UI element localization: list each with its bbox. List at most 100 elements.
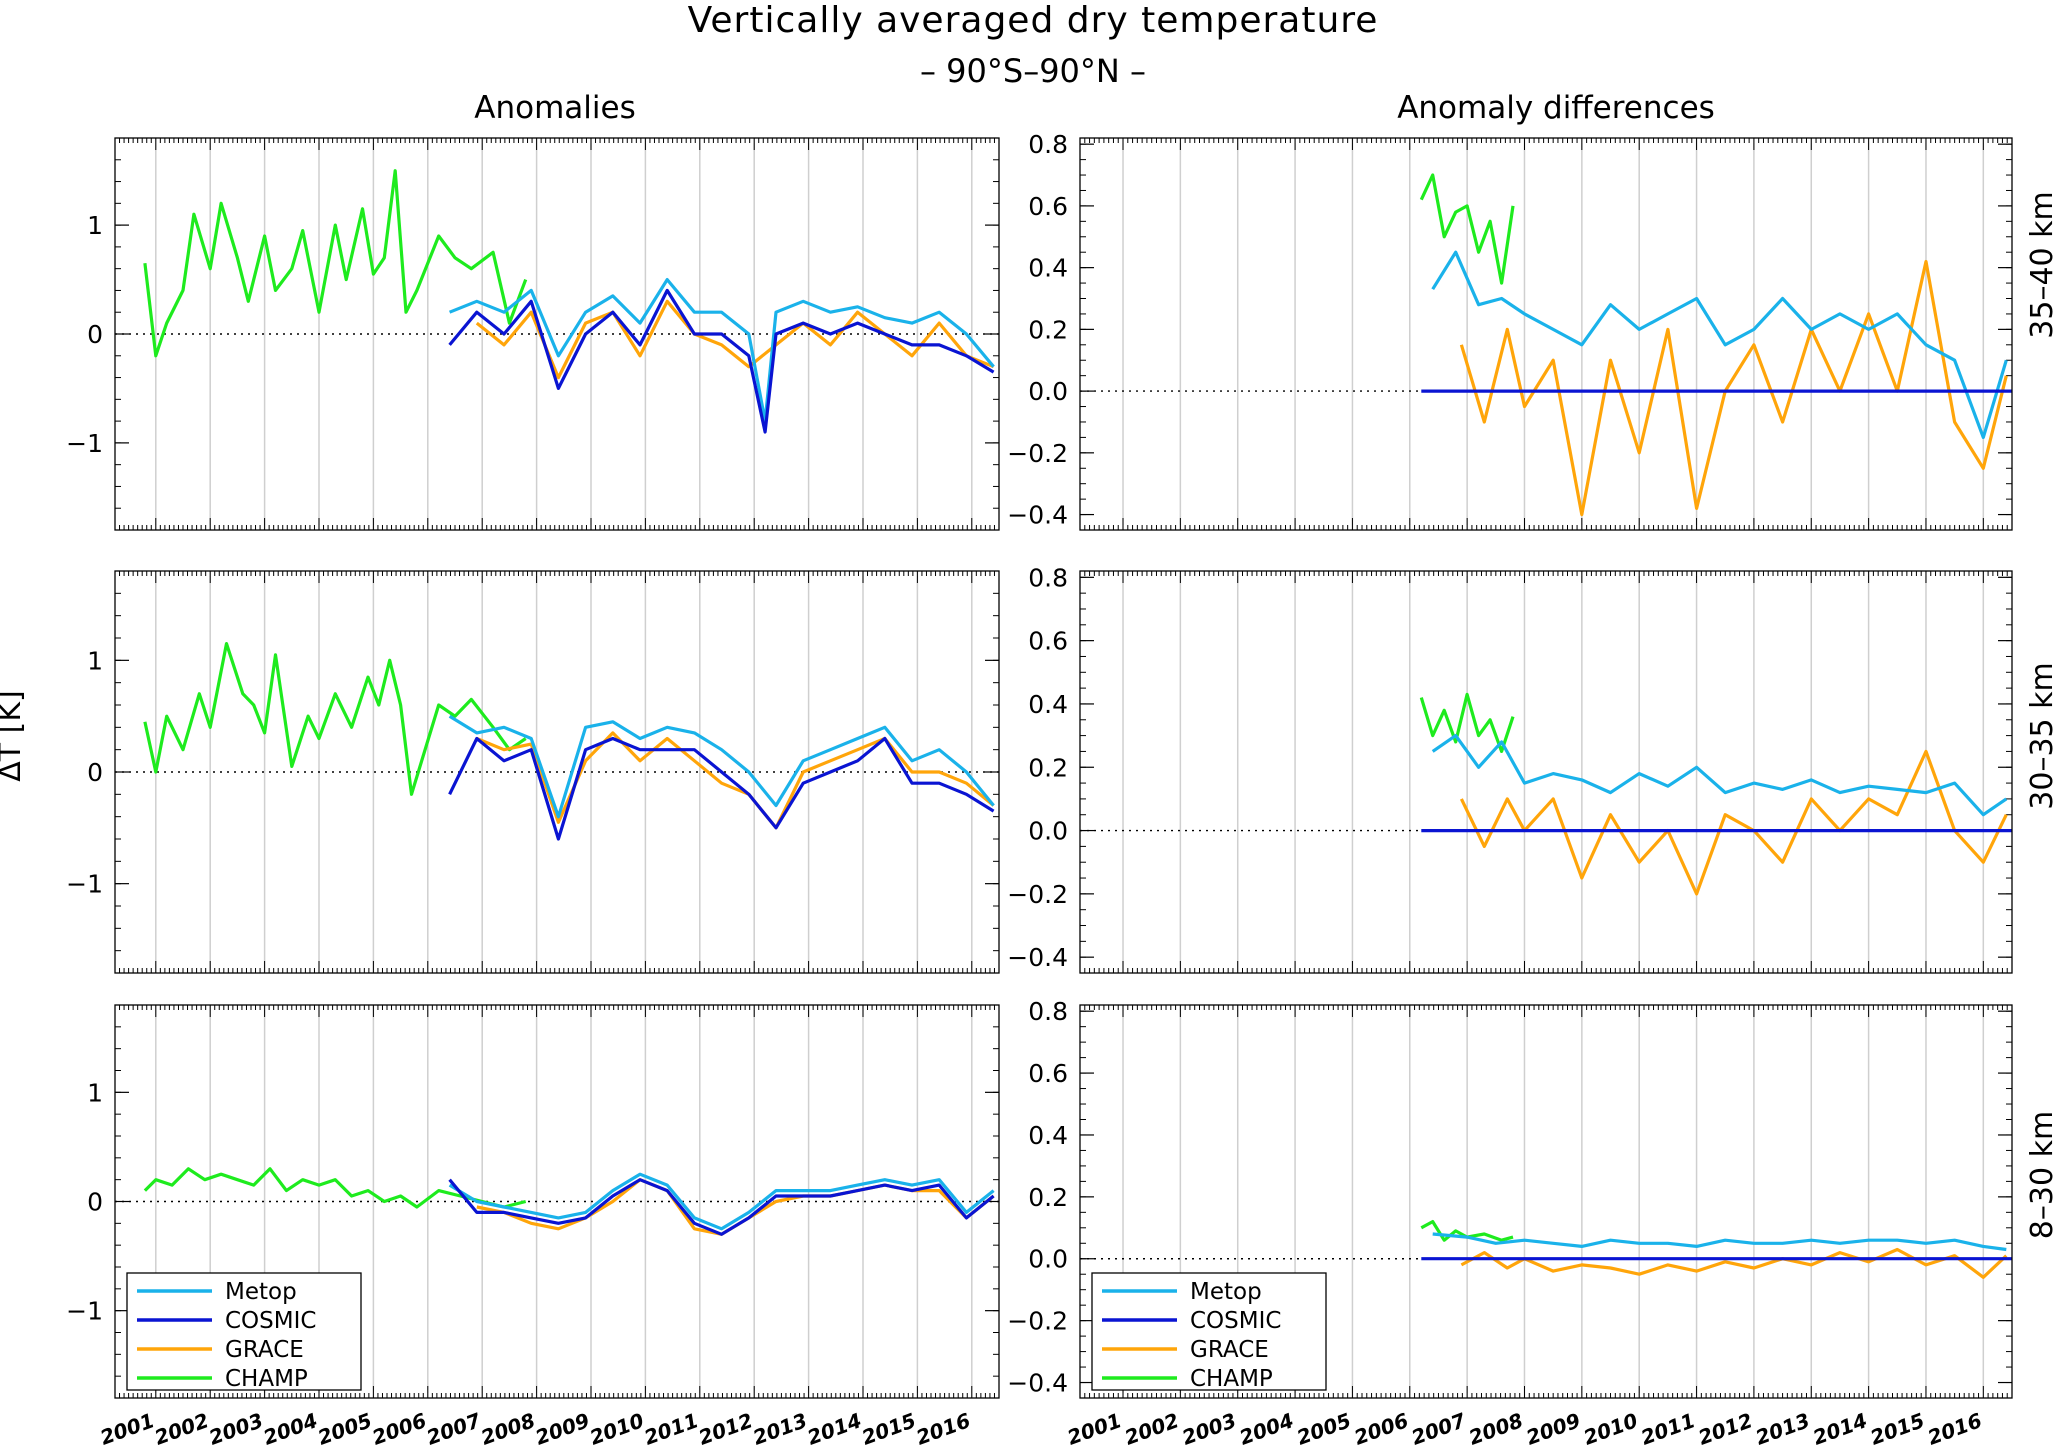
panel-4: −0.4 −0.2 0.0 0.2 0.4 0.6 0.8 <box>1007 563 2013 974</box>
x-tick-label: 2006 <box>1351 1408 1412 1445</box>
y-tick-label: 0 <box>87 758 103 787</box>
y-tick-label: 0.6 <box>1028 1059 1068 1088</box>
panels: −1 0 1 −0.4 −0.2 0.0 0.2 0.4 0.6 0.8 −1 0 1 −0.4 −0.2 0… <box>66 130 2013 1445</box>
y-tick-label: −0.2 <box>1007 439 1068 468</box>
legend-label-metop: Metop <box>225 1279 297 1305</box>
y-tick-label: 0.4 <box>1028 690 1068 719</box>
legend-label-metop: Metop <box>1190 1279 1262 1305</box>
legend-label-grace: GRACE <box>1190 1337 1269 1363</box>
x-tick-label: 2010 <box>1580 1408 1641 1445</box>
x-tick-label: 2008 <box>478 1408 539 1445</box>
x-tick-label: 2004 <box>260 1408 321 1445</box>
series-line-metop <box>1432 1232 2007 1252</box>
panel-5: −1 0 1 200120022003200420052006200720082009… <box>66 1004 1000 1445</box>
x-tick-label: 2014 <box>804 1408 865 1445</box>
x-tick-label: 2014 <box>1810 1408 1871 1445</box>
y-tick-label: 0.4 <box>1028 1121 1068 1150</box>
y-tick-label: 1 <box>87 1078 103 1107</box>
series-line-grace <box>476 731 995 830</box>
y-tick-label: −0.4 <box>1007 1369 1068 1398</box>
plot-frame <box>114 570 1000 974</box>
x-tick-label: 2013 <box>1752 1408 1813 1445</box>
y-tick-label: 0.8 <box>1028 130 1068 159</box>
x-tick-label: 2016 <box>913 1408 974 1445</box>
x-tick-label: 2005 <box>1294 1408 1355 1445</box>
legend-label-grace: GRACE <box>225 1337 304 1363</box>
series-line-metop <box>448 1172 995 1231</box>
y-tick-label: −1 <box>66 1297 103 1326</box>
series-line-metop <box>449 278 995 423</box>
legend-label-cosmic: COSMIC <box>1190 1308 1281 1334</box>
series-line-champ <box>143 641 527 796</box>
y-tick-label: 0.0 <box>1028 377 1068 406</box>
y-tick-label: 0.4 <box>1028 254 1068 283</box>
series-line-metop <box>1431 250 2008 439</box>
series-line-champ <box>1420 1219 1514 1242</box>
series-line-cosmic <box>448 736 995 841</box>
row-label-top: 35–40 km <box>2025 191 2060 338</box>
legend-label-champ: CHAMP <box>1190 1366 1273 1392</box>
x-tick-label: 2002 <box>151 1408 212 1445</box>
plot-frame <box>1079 570 2013 974</box>
x-tick-label: 2003 <box>1179 1408 1240 1445</box>
y-axis-label: ΔT [K] <box>0 690 28 781</box>
plot-frame <box>1079 137 2013 531</box>
series-line-metop <box>1431 733 2008 817</box>
y-tick-label: 1 <box>87 211 103 240</box>
y-tick-label: −0.2 <box>1007 1307 1068 1336</box>
plot-frame <box>114 1004 1000 1399</box>
y-tick-label: 0 <box>87 320 103 349</box>
series-line-cosmic <box>448 288 995 434</box>
y-tick-label: 0.6 <box>1028 192 1068 221</box>
y-tick-label: 0.2 <box>1028 315 1068 344</box>
x-tick-label: 2011 <box>641 1408 702 1445</box>
x-tick-label: 2006 <box>369 1408 430 1445</box>
y-tick-label: −1 <box>66 429 103 458</box>
legend: Metop COSMIC GRACE CHAMP <box>1091 1272 1327 1392</box>
column-title-right: Anomaly differences <box>1397 90 1715 126</box>
x-tick-label: 2015 <box>1867 1408 1928 1445</box>
x-tick-label: 2016 <box>1925 1408 1986 1445</box>
series-line-champ <box>143 169 528 358</box>
y-tick-label: 0.8 <box>1028 997 1068 1026</box>
chart-title: Vertically averaged dry temperature <box>688 0 1379 41</box>
series-line-champ <box>1419 692 1515 754</box>
legend-label-champ: CHAMP <box>225 1366 308 1392</box>
series-line-grace <box>1460 1247 2008 1279</box>
series-line-grace <box>1459 749 2008 896</box>
x-tick-label: 2007 <box>1408 1408 1469 1445</box>
series-line-champ <box>1419 173 1515 285</box>
y-tick-label: 1 <box>87 646 103 675</box>
x-tick-label: 2004 <box>1236 1408 1297 1445</box>
y-tick-label: −0.2 <box>1007 880 1068 909</box>
x-tick-label: 2008 <box>1466 1408 1527 1445</box>
x-tick-label: 2015 <box>859 1408 920 1445</box>
y-tick-label: −0.4 <box>1007 943 1068 972</box>
panel-1: −1 0 1 <box>66 137 1000 531</box>
x-tick-label: 2005 <box>315 1408 376 1445</box>
plot-frame <box>114 137 1000 531</box>
x-tick-label: 2003 <box>206 1408 267 1445</box>
y-tick-label: 0 <box>87 1188 103 1217</box>
x-tick-label: 2012 <box>695 1408 756 1445</box>
y-tick-label: 0.0 <box>1028 1245 1068 1274</box>
x-tick-label: 2007 <box>423 1408 484 1445</box>
y-tick-label: 0.6 <box>1028 627 1068 656</box>
x-tick-label: 2001 <box>1064 1408 1125 1445</box>
x-tick-label: 2011 <box>1638 1408 1699 1445</box>
x-tick-label: 2010 <box>587 1408 648 1445</box>
y-tick-label: −0.4 <box>1007 501 1068 530</box>
y-tick-label: 0.2 <box>1028 753 1068 782</box>
y-tick-label: 0.0 <box>1028 817 1068 846</box>
x-tick-label: 2012 <box>1695 1408 1756 1445</box>
plot-frame <box>1079 1004 2013 1399</box>
y-tick-label: 0.8 <box>1028 563 1068 592</box>
x-tick-label: 2009 <box>532 1408 593 1445</box>
series-line-cosmic <box>448 1178 995 1236</box>
panel-2: −0.4 −0.2 0.0 0.2 0.4 0.6 0.8 <box>1007 130 2013 531</box>
series-line-champ <box>143 1167 527 1209</box>
panel-3: −1 0 1 <box>66 570 1000 974</box>
series-line-grace <box>475 299 995 380</box>
x-tick-label: 2001 <box>97 1408 158 1445</box>
